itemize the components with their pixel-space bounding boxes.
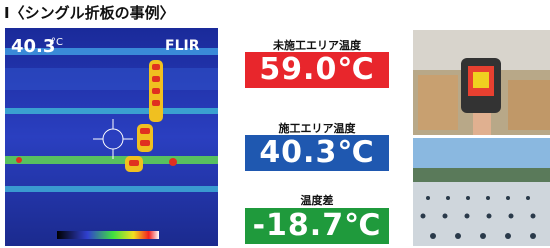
photo-roof (413, 138, 550, 246)
title: Ⅰ〈シングル折板の事例〉 (4, 2, 175, 23)
page: Ⅰ〈シングル折板の事例〉 (0, 0, 550, 248)
thermal-unit: °C (51, 37, 63, 48)
reading-value: 59.0℃ (245, 52, 389, 88)
reading-label: 未施工エリア温度 (238, 37, 396, 53)
reading-value: -18.7℃ (245, 208, 389, 244)
brand: FLIR (165, 38, 200, 54)
reading-label: 温度差 (238, 192, 396, 208)
photo-camera (413, 30, 550, 135)
reading-value: 40.3℃ (245, 135, 389, 171)
thermal-image: 40.3 °C FLIR (5, 28, 218, 246)
reading-label: 施工エリア温度 (238, 120, 396, 136)
thermal-reading: 40.3 (11, 36, 55, 57)
